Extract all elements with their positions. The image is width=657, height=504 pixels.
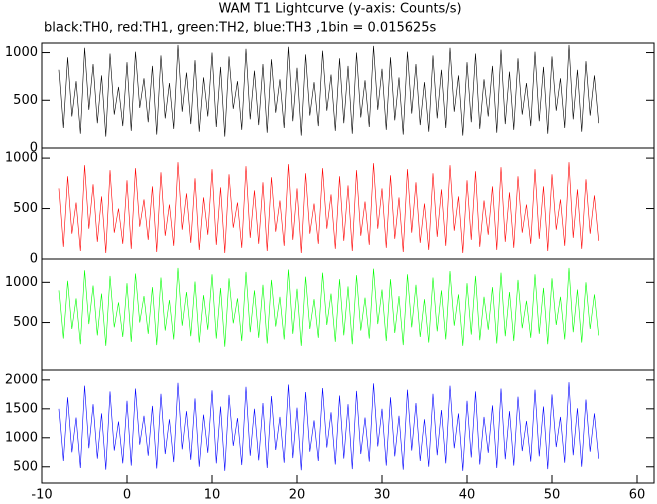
light-curve bbox=[58, 382, 600, 471]
y-tick-label: 500 bbox=[13, 201, 38, 216]
y-tick-label: 1000 bbox=[5, 430, 38, 445]
y-tick-label: 1000 bbox=[5, 45, 38, 60]
y-tick-label: 1000 bbox=[5, 151, 38, 166]
y-tick-label: 0 bbox=[30, 141, 38, 156]
x-tick-label: 0 bbox=[123, 488, 131, 503]
panel-frame bbox=[41, 369, 655, 484]
x-tick-label: 30 bbox=[374, 488, 391, 503]
light-curve bbox=[58, 267, 600, 347]
y-tick-label: 2000 bbox=[5, 372, 38, 387]
y-tick-label: 1000 bbox=[5, 275, 38, 290]
x-tick-label: -10 bbox=[31, 488, 52, 503]
x-tick-label: 20 bbox=[289, 488, 306, 503]
x-tick-label: 10 bbox=[204, 488, 221, 503]
x-tick-label: 60 bbox=[629, 488, 646, 503]
chart-subtitle: black:TH0, red:TH1, green:TH2, blue:TH3 … bbox=[44, 21, 437, 36]
x-tick-label: 50 bbox=[544, 488, 561, 503]
y-tick-label: 1500 bbox=[5, 401, 38, 416]
y-tick-label: 500 bbox=[13, 315, 38, 330]
x-tick-label: 40 bbox=[459, 488, 476, 503]
y-tick-label: 500 bbox=[13, 93, 38, 108]
light-curve bbox=[58, 44, 600, 137]
chart-title: WAM T1 Lightcurve (y-axis: Counts/s) bbox=[218, 2, 461, 17]
y-tick-label: 0 bbox=[30, 252, 38, 267]
light-curve bbox=[58, 162, 600, 253]
y-tick-label: 500 bbox=[13, 459, 38, 474]
